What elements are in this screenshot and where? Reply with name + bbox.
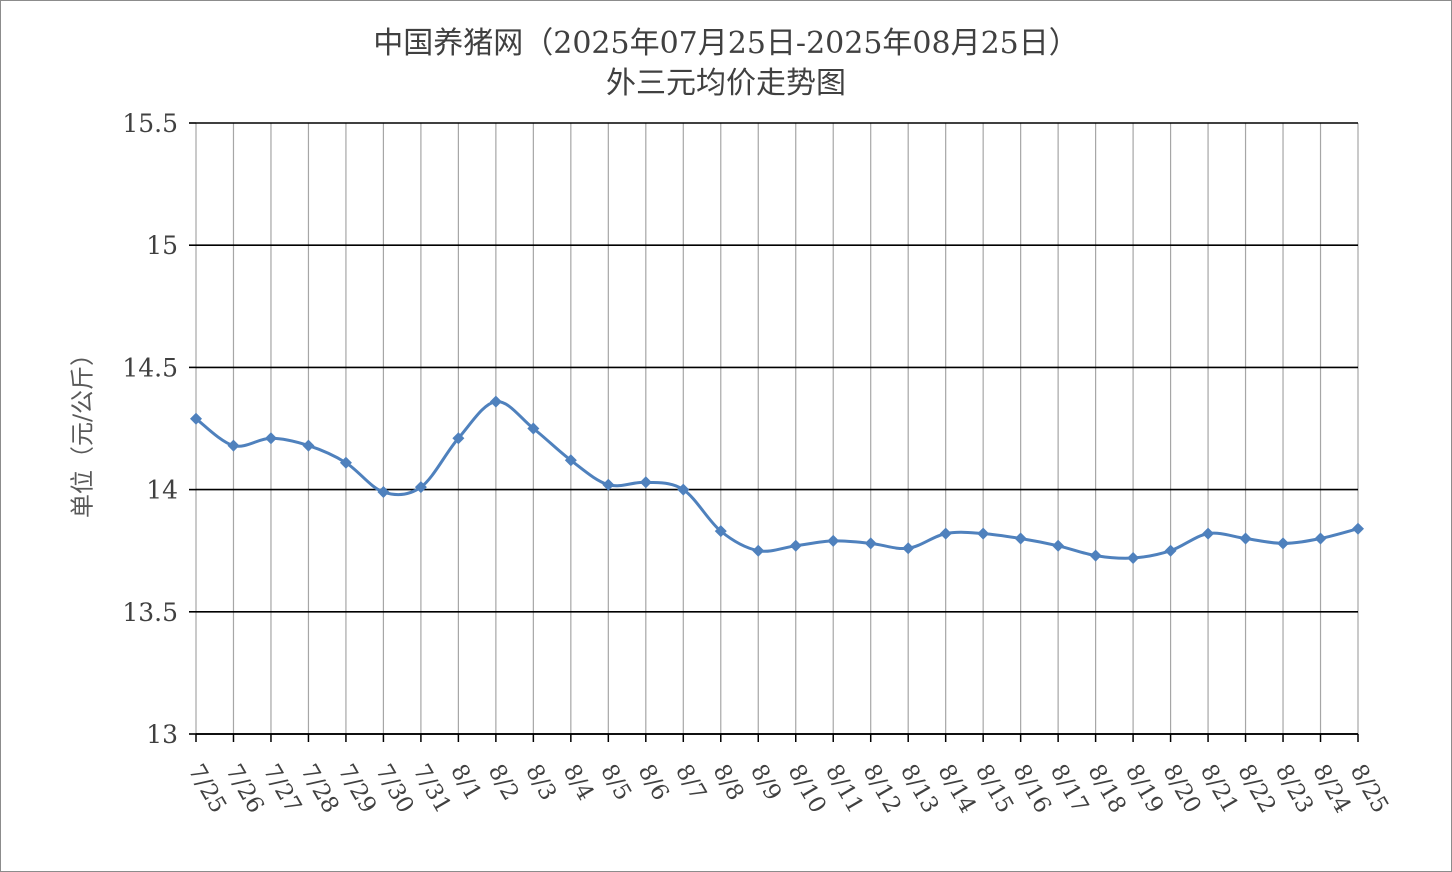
x-tick-label: 8/22 xyxy=(1232,760,1280,818)
x-tick-label: 8/15 xyxy=(970,760,1018,818)
data-point xyxy=(1352,522,1364,535)
x-tick-label: 8/20 xyxy=(1157,760,1205,818)
data-point xyxy=(339,456,352,469)
x-tick-label: 8/24 xyxy=(1307,760,1355,818)
data-point xyxy=(752,544,765,557)
data-point xyxy=(902,542,915,555)
x-tick-label: 7/25 xyxy=(183,760,231,818)
data-point xyxy=(602,478,615,491)
data-point xyxy=(1052,539,1065,552)
x-tick-label: 7/27 xyxy=(258,760,306,818)
x-tick-label: 8/2 xyxy=(483,760,524,805)
x-tick-label: 8/12 xyxy=(858,760,906,818)
x-tick-label: 8/10 xyxy=(783,760,831,818)
data-point xyxy=(1202,527,1215,540)
series-layer xyxy=(190,395,1364,565)
x-tick-label: 8/18 xyxy=(1082,760,1130,818)
data-point xyxy=(190,412,202,425)
data-point xyxy=(302,439,315,452)
x-tick-label: 8/9 xyxy=(745,760,786,805)
horizontal-grid xyxy=(196,122,1358,735)
data-point xyxy=(489,395,502,408)
data-point xyxy=(1239,532,1252,545)
x-tick-label: 8/16 xyxy=(1007,760,1055,818)
x-tick-label: 8/7 xyxy=(670,760,711,805)
vertical-grid xyxy=(195,123,1359,734)
data-point xyxy=(1277,537,1290,550)
data-point xyxy=(1314,532,1327,545)
x-tick-label: 8/11 xyxy=(820,760,868,818)
x-tick-label: 8/23 xyxy=(1270,760,1318,818)
data-point xyxy=(377,486,390,499)
data-point xyxy=(827,534,840,547)
x-tick-label: 8/25 xyxy=(1345,760,1393,818)
data-point xyxy=(789,539,802,552)
x-tick-label: 7/30 xyxy=(370,760,418,818)
x-tick-label: 7/26 xyxy=(220,760,268,818)
x-tick-label: 8/3 xyxy=(520,760,561,805)
data-point xyxy=(977,527,990,540)
data-point xyxy=(1127,552,1140,565)
x-tick-label: 7/31 xyxy=(408,760,456,818)
x-tick-label: 8/17 xyxy=(1045,760,1093,818)
x-tick-label: 8/6 xyxy=(633,760,674,805)
x-tick-label: 8/4 xyxy=(558,760,599,805)
x-tick-label: 8/21 xyxy=(1195,760,1243,818)
data-point xyxy=(227,439,240,452)
data-point xyxy=(939,527,952,540)
data-point xyxy=(264,432,277,445)
y-tick-label: 15.5 xyxy=(122,109,178,138)
chart-title: 中国养猪网（2025年07月25日-2025年08月25日） xyxy=(373,26,1079,61)
series-line xyxy=(195,400,1359,560)
y-tick-label: 15 xyxy=(146,231,178,260)
data-point xyxy=(527,422,540,435)
x-tick-label: 8/5 xyxy=(595,760,636,805)
y-tick-label: 14 xyxy=(146,476,178,505)
y-tick-label: 13.5 xyxy=(122,598,178,627)
data-point xyxy=(714,525,727,538)
x-tick-label: 8/13 xyxy=(895,760,943,818)
data-point xyxy=(677,483,690,496)
data-point xyxy=(1014,532,1027,545)
x-tick-label: 8/14 xyxy=(932,760,980,818)
x-tick-label: 7/28 xyxy=(295,760,343,818)
y-tick-label: 13 xyxy=(146,720,178,749)
data-point xyxy=(1164,544,1177,557)
x-tick-label: 7/29 xyxy=(333,760,381,818)
data-point xyxy=(414,481,427,494)
y-tick-label: 14.5 xyxy=(122,353,178,382)
x-axis: 7/257/267/277/287/297/307/318/18/28/38/4… xyxy=(183,733,1393,818)
y-axis-ticks: 13 13.5 14 14.5 15 15.5 xyxy=(122,109,196,749)
data-point xyxy=(1089,549,1102,562)
x-tick-label: 8/8 xyxy=(708,760,749,805)
data-point xyxy=(564,454,577,467)
data-point xyxy=(639,476,652,489)
chart-subtitle: 外三元均价走势图 xyxy=(606,66,846,101)
x-tick-label: 8/19 xyxy=(1120,760,1168,818)
data-point xyxy=(452,432,465,445)
data-point xyxy=(864,537,877,550)
